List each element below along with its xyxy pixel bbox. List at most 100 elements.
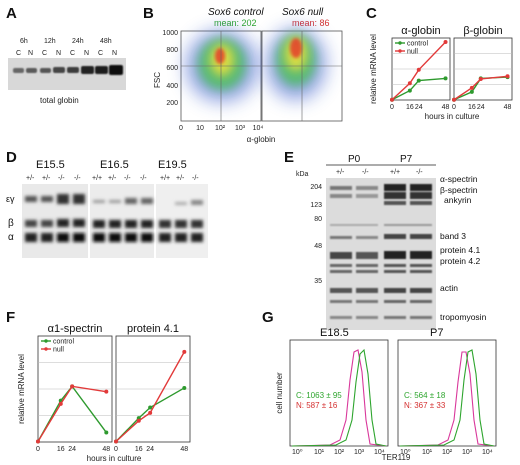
protein-label: protein 4.2 bbox=[440, 256, 480, 266]
data-point-null bbox=[505, 74, 510, 79]
flow-plot-control bbox=[180, 30, 262, 122]
histogram-title: E18.5 bbox=[320, 327, 349, 339]
data-point-null bbox=[452, 97, 456, 102]
data-point-null bbox=[478, 76, 483, 81]
flow-xtick: 10⁴ bbox=[253, 125, 264, 132]
histogram-xtick: 10² bbox=[334, 449, 345, 456]
flow-yticks: 200 400 600 800 1000 bbox=[162, 30, 178, 107]
panel-a-caption: total globin bbox=[40, 96, 79, 105]
x-tick-label: 16 bbox=[406, 104, 414, 111]
subplot-title: α-globin bbox=[401, 25, 440, 37]
histogram-null-text: N: 367 ± 33 bbox=[404, 401, 446, 410]
histogram-control-text: C: 564 ± 18 bbox=[404, 391, 446, 400]
data-point-null bbox=[182, 349, 187, 354]
flow-plot-null bbox=[261, 28, 343, 122]
legend-marker bbox=[44, 347, 48, 351]
histogram-null-curve bbox=[291, 349, 387, 447]
data-point-control bbox=[469, 89, 474, 94]
histogram-xticks: 10⁰ 10¹ 10² 10³ 10⁴ 10⁰ 10¹ 10² 10³ 10⁴ bbox=[292, 448, 493, 456]
genotype-label: +/- bbox=[26, 175, 35, 182]
legend-marker bbox=[398, 49, 402, 53]
series-line-control bbox=[37, 385, 107, 442]
flow-ylabel: FSC bbox=[153, 72, 162, 88]
flow-ytick: 800 bbox=[166, 47, 178, 54]
histogram-frame bbox=[289, 339, 389, 447]
genotype-label: -/- bbox=[416, 169, 423, 176]
histogram-xtick: 10⁰ bbox=[292, 448, 303, 456]
histogram-xlabel: TER119 bbox=[382, 453, 411, 462]
x-tick-label: 24 bbox=[68, 446, 76, 453]
age-label: E15.5 bbox=[36, 159, 65, 171]
series-line-control bbox=[115, 387, 185, 442]
flow-ytick: 200 bbox=[166, 100, 178, 107]
flow-ytick: 600 bbox=[166, 65, 178, 72]
flow-null-mean: mean: 86 bbox=[292, 18, 330, 28]
x-tick-label: 24 bbox=[415, 104, 423, 111]
western-blot-bands bbox=[13, 65, 123, 75]
protein-label: β-spectrin bbox=[440, 185, 478, 195]
group-label: P0 bbox=[348, 154, 361, 165]
timepoint-label: 48h bbox=[100, 38, 112, 45]
genotype-label: +/+ bbox=[92, 175, 102, 182]
histogram-null-text: N: 587 ± 16 bbox=[296, 401, 338, 410]
protein-label: α-spectrin bbox=[440, 174, 478, 184]
panel-label-c: C bbox=[366, 5, 377, 22]
histogram-xtick: 10⁴ bbox=[374, 449, 385, 456]
genotype-label: -/- bbox=[192, 175, 199, 182]
kda-marker: 204 bbox=[310, 184, 322, 191]
data-point-control bbox=[443, 76, 448, 81]
histogram-xtick: 10³ bbox=[354, 449, 365, 456]
genotype-label: +/- bbox=[176, 175, 185, 182]
flow-control-mean: mean: 202 bbox=[214, 18, 257, 28]
flow-xtick: 10² bbox=[215, 125, 226, 132]
histogram-xtick: 10¹ bbox=[314, 449, 325, 456]
histogram-xtick: 10⁴ bbox=[482, 449, 493, 456]
x-tick-label: 48 bbox=[504, 104, 512, 111]
band-label: α bbox=[8, 232, 14, 243]
lane-label: N bbox=[84, 50, 89, 57]
series-line-null bbox=[115, 351, 185, 442]
panel-b: B Sox6 control Sox6 null mean: 202 mean:… bbox=[143, 5, 343, 144]
protein-labels: α-spectrin β-spectrin ankyrin band 3 pro… bbox=[440, 174, 487, 322]
group-label: P7 bbox=[400, 154, 413, 165]
x-tick-label: 16 bbox=[135, 446, 143, 453]
lane-label: C bbox=[70, 50, 75, 57]
legend-marker bbox=[44, 339, 48, 343]
data-point-null bbox=[443, 40, 448, 45]
histogram-control-text: C: 1063 ± 95 bbox=[296, 391, 342, 400]
legend-label: control bbox=[53, 339, 74, 346]
protein-label: tropomyosin bbox=[440, 312, 487, 322]
data-point-null bbox=[407, 81, 412, 86]
genotype-labels: +/- +/- -/- -/- +/+ +/- -/- -/- +/+ +/- … bbox=[26, 175, 199, 182]
data-point-control bbox=[182, 385, 187, 390]
panel-a-lanes: C N C N C N C N bbox=[16, 50, 117, 57]
protein-label: ankyrin bbox=[444, 195, 472, 205]
data-point-null bbox=[136, 418, 141, 423]
lane-label: C bbox=[42, 50, 47, 57]
flow-xticks: 0 10 10² 10³ 10⁴ bbox=[179, 125, 263, 132]
gel-bands bbox=[25, 194, 203, 242]
flow-ytick: 1000 bbox=[162, 30, 178, 37]
histogram-title: P7 bbox=[430, 327, 443, 339]
data-point-null bbox=[114, 439, 118, 444]
x-axis-label: hours in culture bbox=[425, 112, 480, 121]
data-point-null bbox=[416, 67, 421, 72]
flow-control-title: Sox6 control bbox=[208, 7, 264, 18]
x-axis-label: hours in culture bbox=[87, 454, 142, 463]
lane-label: C bbox=[16, 50, 21, 57]
panel-d: D E15.5 E16.5 E19.5 +/- +/- -/- -/- +/+ … bbox=[6, 149, 208, 258]
kda-marker: 80 bbox=[314, 216, 322, 223]
kda-markers: 204 123 80 48 35 bbox=[310, 184, 322, 285]
x-tick-label: 48 bbox=[180, 446, 188, 453]
flow-xtick: 10 bbox=[196, 125, 204, 132]
subplot-title: protein 4.1 bbox=[127, 323, 179, 335]
lane-label: N bbox=[112, 50, 117, 57]
panel-label-d: D bbox=[6, 149, 17, 166]
legend-label: control bbox=[407, 41, 428, 48]
subplot-title: α1-spectrin bbox=[48, 323, 103, 335]
lane-label: C bbox=[98, 50, 103, 57]
kda-marker: 35 bbox=[314, 278, 322, 285]
